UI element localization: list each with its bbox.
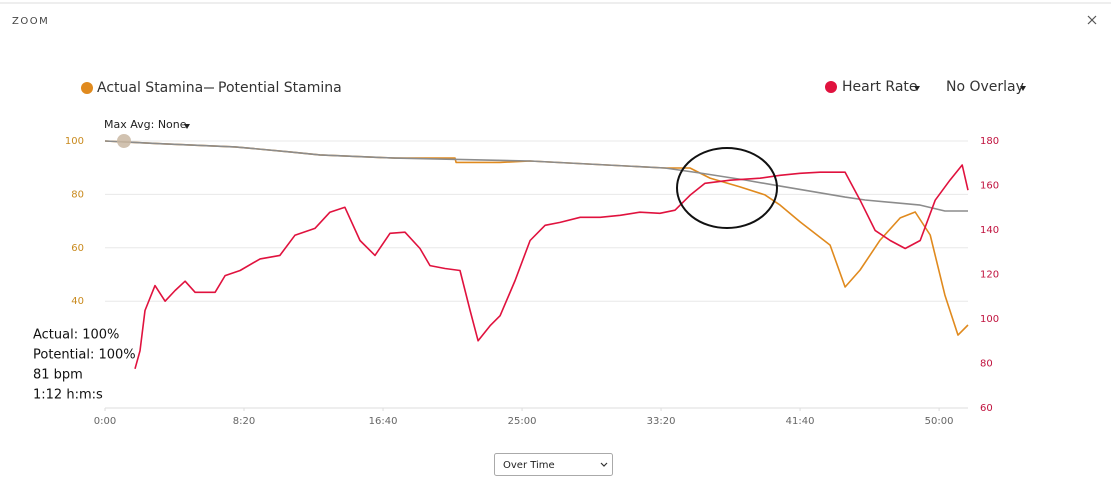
- dropdown-arrow: [184, 124, 190, 129]
- y2-tick-label: 120: [980, 270, 999, 281]
- hand-drawn-circle: [676, 147, 778, 229]
- y2-tick-label: 60: [980, 403, 993, 414]
- hover-marker: [117, 134, 131, 148]
- y2-tick-label: 180: [980, 136, 999, 147]
- tooltip-line: Potential: 100%: [33, 348, 136, 363]
- legend-swatch: [825, 81, 837, 93]
- overlay-select[interactable]: No Overlay: [946, 79, 1024, 95]
- y-tick-label: 40: [71, 296, 84, 307]
- x-tick-label: 8:20: [233, 416, 255, 427]
- overlay-label[interactable]: Heart Rate: [842, 79, 918, 95]
- dropdown-arrow: [1020, 86, 1026, 91]
- tooltip-line: 81 bpm: [33, 368, 83, 383]
- tooltip-line: 1:12 h:m:s: [33, 388, 103, 403]
- x-tick-label: 25:00: [508, 416, 537, 427]
- y-tick-label: 100: [65, 136, 84, 147]
- legend-label: Actual Stamina: [97, 80, 203, 96]
- tooltip-line: Actual: 100%: [33, 328, 119, 343]
- close-button[interactable]: [1087, 15, 1097, 25]
- max-avg[interactable]: Max Avg: None: [104, 118, 187, 131]
- x-tick-label: 33:20: [647, 416, 676, 427]
- y2-tick-label: 160: [980, 181, 999, 192]
- y2-tick-label: 80: [980, 359, 993, 370]
- legend-swatch: [81, 82, 93, 94]
- zoom-title: ZOOM: [12, 16, 49, 27]
- mode-select[interactable]: Over Time: [494, 453, 613, 476]
- mode-select-text: Over Time: [503, 460, 555, 471]
- y-tick-label: 80: [71, 189, 84, 200]
- x-tick-label: 50:00: [925, 416, 954, 427]
- x-tick-label: 41:40: [786, 416, 815, 427]
- y2-tick-label: 140: [980, 225, 999, 236]
- dropdown-arrow: [914, 86, 920, 91]
- x-tick-label: 0:00: [94, 416, 116, 427]
- x-tick-label: 16:40: [369, 416, 398, 427]
- plot: 40 60 80 100 60 80 100 120 140 160 180 0:00 8:20 16:4…: [65, 136, 999, 427]
- y2-tick-label: 100: [980, 314, 999, 325]
- legend-label: Potential Stamina: [218, 80, 342, 96]
- series-line: [134, 164, 969, 370]
- y-tick-label: 60: [71, 243, 84, 254]
